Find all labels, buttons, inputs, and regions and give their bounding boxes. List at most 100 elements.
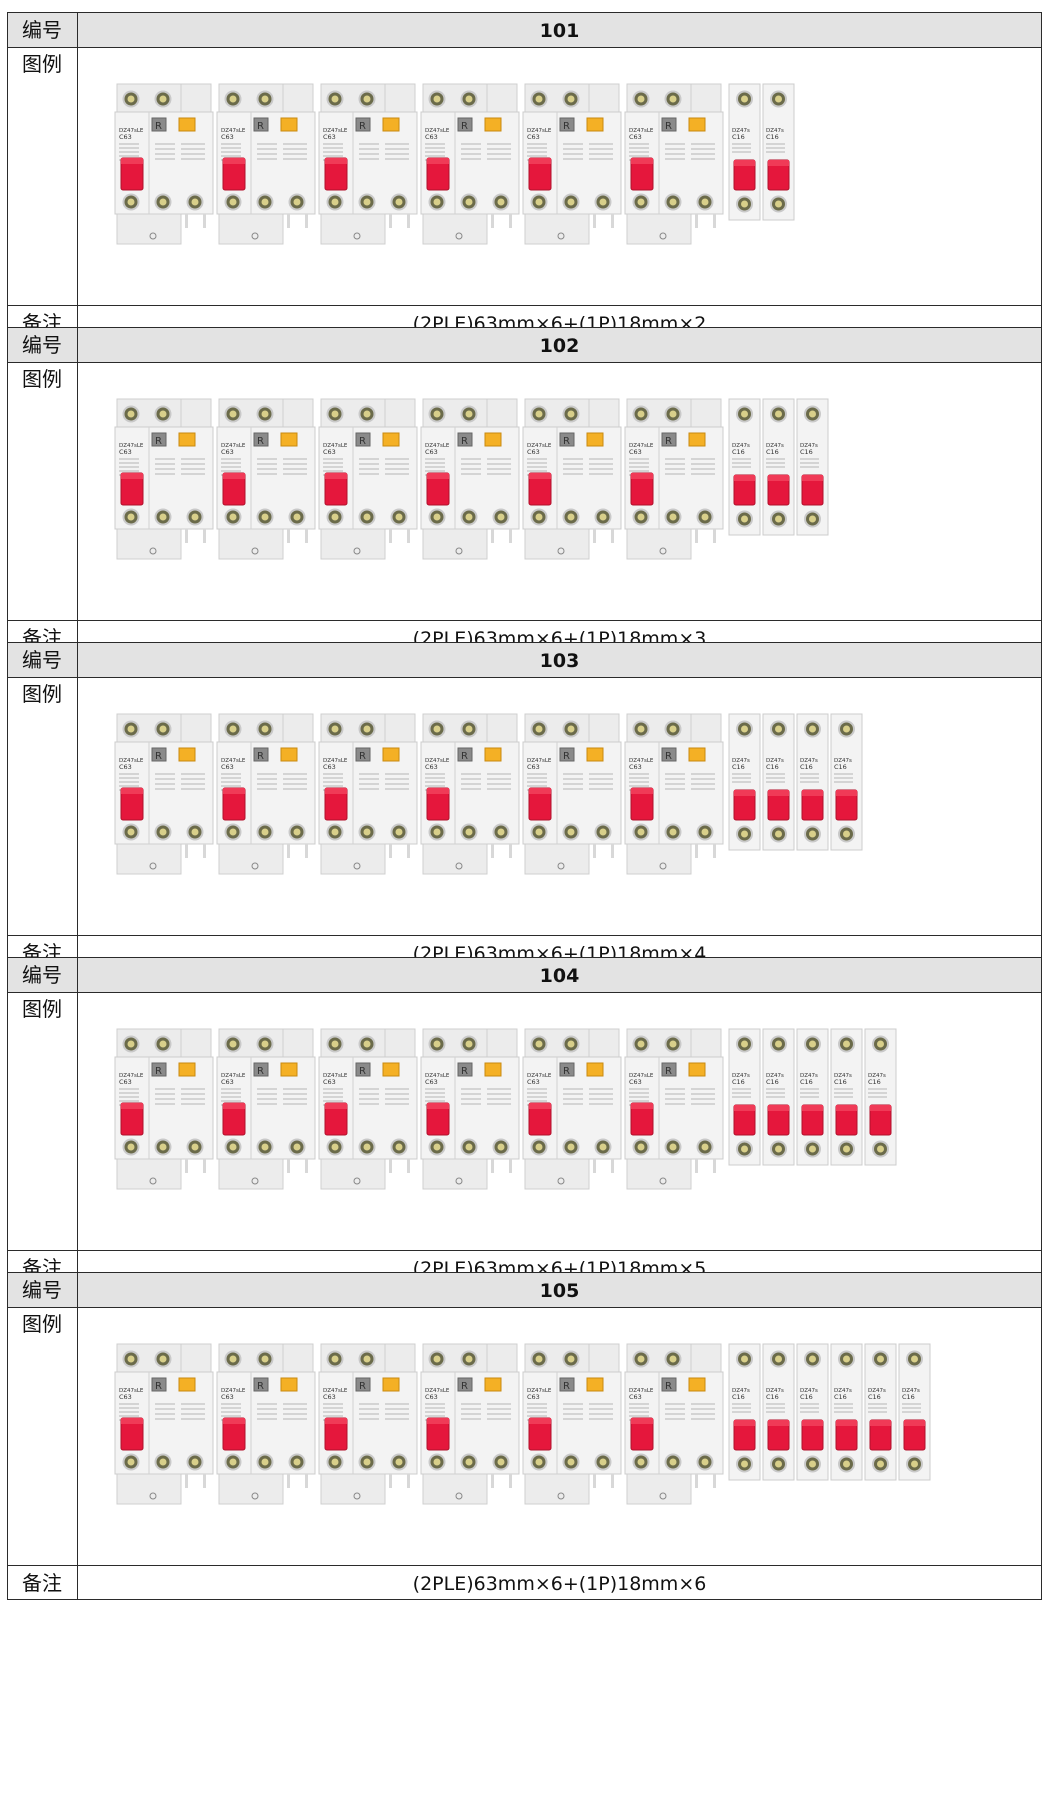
rcbo-bottom-housing bbox=[218, 843, 284, 875]
terminal-screw-center bbox=[465, 828, 473, 836]
test-button bbox=[382, 747, 400, 762]
reset-button bbox=[559, 1062, 575, 1077]
test-button bbox=[382, 1062, 400, 1077]
terminal-screw-center bbox=[669, 198, 677, 206]
rcbo-bottom-housing bbox=[320, 843, 386, 875]
rcbo-bottom-hole bbox=[557, 232, 565, 240]
terminal-screw-center bbox=[433, 513, 441, 521]
rcbo-handle-top bbox=[121, 158, 143, 164]
rcbo-foot bbox=[611, 844, 614, 858]
reset-button-mark: R bbox=[665, 436, 672, 447]
terminal-screw-center bbox=[775, 1460, 782, 1468]
rcbo-model-label: DZ47sLE bbox=[527, 1073, 552, 1079]
rcbo-foot bbox=[611, 1159, 614, 1173]
mcb-handle-top bbox=[734, 160, 755, 166]
terminal-screw-center bbox=[331, 1040, 339, 1048]
reset-button-mark: R bbox=[665, 751, 672, 762]
terminal-screw-center bbox=[535, 198, 543, 206]
terminal-screw-center bbox=[261, 725, 269, 733]
rcbo-model-label: DZ47sLE bbox=[629, 128, 654, 134]
rcbo-bottom-hole bbox=[353, 547, 361, 555]
terminal-screw-center bbox=[741, 1355, 748, 1363]
mcb-rating-label: C16 bbox=[732, 1393, 745, 1401]
rcbo-foot bbox=[593, 1159, 596, 1173]
mcb-rating-label: C16 bbox=[766, 448, 779, 456]
reset-button bbox=[253, 1062, 269, 1077]
terminal-screw-center bbox=[331, 1143, 339, 1151]
terminal-screw-center bbox=[433, 828, 441, 836]
rcbo-foot bbox=[305, 1159, 308, 1173]
terminal-screw-center bbox=[363, 1458, 371, 1466]
rcbo-rating-label: C63 bbox=[119, 763, 132, 771]
remark-row: 备注 (2PLE)63mm×6+(1P)18mm×6 bbox=[8, 1565, 1041, 1599]
rcbo-rating-label: C63 bbox=[425, 1078, 438, 1086]
reset-button-mark: R bbox=[257, 1066, 264, 1077]
mcb-rating-label: C16 bbox=[868, 1393, 881, 1401]
rcbo-top-housing-right bbox=[690, 398, 722, 430]
rcbo-foot bbox=[509, 1159, 512, 1173]
terminal-screw-center bbox=[599, 513, 607, 521]
rcbo-foot bbox=[287, 529, 290, 543]
mcb-rating-label: C16 bbox=[766, 133, 779, 141]
test-button bbox=[382, 1377, 400, 1392]
mcb-rating-label: C16 bbox=[800, 763, 813, 771]
terminal-screw-center bbox=[701, 513, 709, 521]
rcbo-bottom-hole bbox=[659, 1492, 667, 1500]
rcbo-foot bbox=[407, 1159, 410, 1173]
rcbo-rating-label: C63 bbox=[629, 763, 642, 771]
rcbo-handle-top bbox=[121, 1103, 143, 1109]
figure-row: 图例 R DZ47sLE C63 R DZ47sLE C63 R DZ47sLE C63 R DZ4… bbox=[8, 1307, 1041, 1565]
figure-area: R DZ47sLE C63 R DZ47sLE C63 R DZ47sLE C63 R DZ47sL… bbox=[78, 48, 1041, 305]
terminal-screw-center bbox=[809, 1145, 816, 1153]
terminal-screw-center bbox=[701, 828, 709, 836]
spec-block-102: 编号 102 图例 R DZ47sLE C63 R DZ47sLE C63 R DZ47sLE… bbox=[7, 327, 1042, 655]
rcbo-top-housing-right bbox=[486, 1343, 518, 1375]
rcbo-foot bbox=[407, 1474, 410, 1488]
terminal-screw-center bbox=[775, 515, 782, 523]
spec-block-105: 编号 105 图例 R DZ47sLE C63 R DZ47sLE C63 R DZ47sLE… bbox=[7, 1272, 1042, 1600]
rcbo-bottom-housing bbox=[422, 1473, 488, 1505]
rcbo-handle-top bbox=[325, 788, 347, 794]
test-button bbox=[280, 432, 298, 447]
terminal-screw-center bbox=[741, 1040, 748, 1048]
terminal-screw-center bbox=[433, 1143, 441, 1151]
terminal-screw-center bbox=[669, 725, 677, 733]
rcbo-model-label: DZ47sLE bbox=[221, 128, 246, 134]
rcbo-bottom-housing bbox=[524, 1473, 590, 1505]
rcbo-bottom-housing bbox=[422, 528, 488, 560]
terminal-screw-center bbox=[741, 515, 748, 523]
terminal-screw-center bbox=[843, 1460, 850, 1468]
terminal-screw-center bbox=[497, 513, 505, 521]
test-button bbox=[484, 747, 502, 762]
terminal-screw-center bbox=[363, 198, 371, 206]
rcbo-model-label: DZ47sLE bbox=[425, 443, 450, 449]
terminal-screw-center bbox=[843, 725, 850, 733]
rcbo-foot bbox=[185, 844, 188, 858]
number-label: 编号 bbox=[8, 1273, 78, 1307]
test-button bbox=[178, 1062, 196, 1077]
rcbo-model-label: DZ47sLE bbox=[527, 1388, 552, 1394]
terminal-screw-center bbox=[363, 1040, 371, 1048]
rcbo-top-housing-right bbox=[180, 398, 212, 430]
reset-button bbox=[151, 1062, 167, 1077]
terminal-screw-center bbox=[535, 1143, 543, 1151]
rcbo-top-housing-right bbox=[588, 1028, 620, 1060]
rcbo-rating-label: C63 bbox=[323, 1393, 336, 1401]
rcbo-rating-label: C63 bbox=[425, 448, 438, 456]
rcbo-bottom-housing bbox=[422, 1158, 488, 1190]
reset-button-mark: R bbox=[563, 121, 570, 132]
rcbo-top-housing-right bbox=[180, 713, 212, 745]
terminal-screw-center bbox=[775, 725, 782, 733]
rcbo-model-label: DZ47sLE bbox=[425, 758, 450, 764]
figure-area: R DZ47sLE C63 R DZ47sLE C63 R DZ47sLE C63 R DZ47sL… bbox=[78, 993, 1041, 1250]
remark-label: 备注 bbox=[8, 1566, 78, 1599]
rcbo-model-label: DZ47sLE bbox=[119, 758, 144, 764]
rcbo-rating-label: C63 bbox=[527, 763, 540, 771]
rcbo-bottom-housing bbox=[524, 213, 590, 245]
